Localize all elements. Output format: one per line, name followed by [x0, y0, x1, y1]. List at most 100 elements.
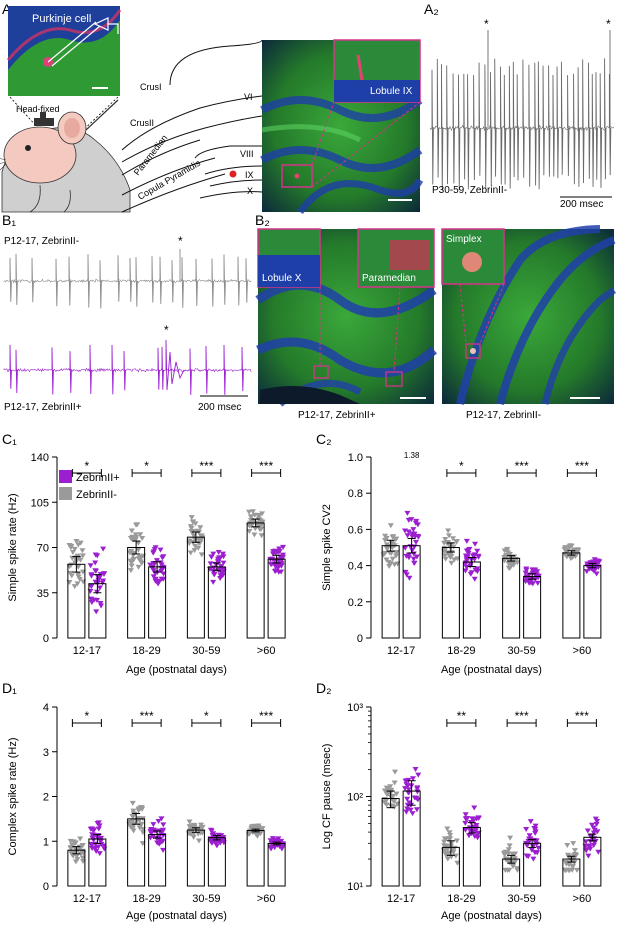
data-point	[128, 528, 135, 534]
data-point	[465, 547, 472, 553]
data-point	[155, 819, 162, 825]
bar	[562, 552, 581, 639]
spike	[573, 73, 576, 185]
data-point	[88, 842, 95, 848]
y-tick-label: 0	[43, 881, 49, 893]
data-point	[507, 835, 514, 841]
data-point	[532, 849, 539, 855]
data-point	[402, 569, 409, 575]
data-point	[474, 548, 481, 554]
data-point	[248, 826, 255, 832]
data-point	[386, 564, 393, 570]
spike	[446, 65, 449, 185]
data-point	[195, 545, 202, 551]
data-point	[447, 555, 454, 561]
bar	[402, 545, 421, 639]
purkinje-cell-label: Purkinje cell	[32, 13, 91, 25]
spike	[478, 62, 481, 176]
y-axis-title: Complex spike rate (Hz)	[7, 738, 19, 856]
data-point	[213, 843, 220, 849]
data-point	[402, 786, 409, 792]
data-point	[444, 856, 451, 862]
data-point	[529, 570, 536, 576]
spike	[31, 258, 34, 303]
data-point	[128, 548, 135, 554]
data-point	[467, 571, 474, 577]
spike	[484, 64, 487, 188]
b2-inset-paramedian: Paramedian	[362, 273, 416, 284]
spike	[503, 74, 507, 185]
data-point	[590, 842, 597, 848]
data-point	[382, 550, 389, 556]
data-point	[523, 827, 530, 833]
data-point	[526, 833, 533, 839]
data-point	[187, 550, 194, 556]
data-point	[269, 836, 276, 842]
data-point	[207, 839, 214, 845]
y-axis-title: Log CF pause (msec)	[321, 744, 333, 850]
spike	[516, 74, 520, 181]
spike	[245, 258, 248, 303]
data-point	[449, 536, 456, 542]
data-point	[79, 553, 86, 559]
data-point	[135, 540, 142, 546]
y-axis-title: Simple spike rate (Hz)	[7, 493, 19, 601]
data-point	[96, 851, 103, 857]
data-point	[389, 556, 396, 562]
y-tick-label: 0.6	[348, 524, 363, 536]
data-point	[128, 563, 135, 569]
data-point	[409, 534, 416, 540]
chart-simple-spike-cv2: 0 0.2 0.4 0.6 0.8 1.0 Simple spike CV2 Age (pos…	[321, 451, 603, 676]
data-point	[129, 800, 136, 806]
data-point	[191, 824, 198, 830]
trace-a2-star-2: *	[606, 17, 611, 31]
data-point	[246, 509, 253, 515]
data-point	[528, 847, 535, 853]
data-point	[404, 796, 411, 802]
data-point	[148, 831, 155, 837]
spike	[237, 256, 240, 306]
spike	[189, 348, 192, 396]
trace-b1-top-star: *	[178, 234, 183, 248]
x-tick-label: 30-59	[192, 645, 220, 657]
spike	[151, 256, 154, 303]
data-point	[441, 553, 448, 559]
bar	[502, 557, 521, 639]
spike	[458, 74, 461, 190]
lobule-x: X	[247, 186, 253, 196]
data-point	[91, 597, 98, 603]
data-point	[92, 560, 99, 566]
x-tick-label: 18-29	[447, 645, 475, 657]
data-point	[592, 816, 599, 822]
significance-label: *	[85, 709, 90, 723]
data-point	[523, 576, 530, 582]
y-axis-title: Simple spike CV2	[321, 504, 333, 591]
data-point	[198, 552, 205, 558]
data-point	[409, 811, 416, 817]
data-point	[413, 807, 420, 813]
trace-baseline	[3, 367, 252, 373]
spike	[159, 256, 162, 304]
spike	[490, 72, 493, 187]
significance-label: ***	[515, 709, 529, 723]
data-point	[158, 568, 165, 574]
bar	[381, 545, 400, 639]
spike	[223, 254, 226, 305]
spike	[467, 74, 470, 190]
data-point	[71, 841, 78, 847]
data-point	[136, 825, 143, 831]
x-tick-label: 30-59	[508, 645, 536, 657]
data-point	[137, 806, 144, 812]
recording-site-marker	[229, 170, 237, 178]
data-point	[153, 558, 160, 564]
y-tick-label: 105	[31, 497, 49, 509]
data-point	[442, 556, 449, 562]
data-point	[412, 767, 419, 773]
trace-b1-zebrin-neg	[3, 249, 252, 309]
data-point	[503, 548, 510, 554]
data-point	[93, 848, 100, 854]
data-point	[127, 568, 134, 574]
data-point	[389, 793, 396, 799]
spike	[528, 64, 531, 187]
bar	[186, 829, 205, 887]
